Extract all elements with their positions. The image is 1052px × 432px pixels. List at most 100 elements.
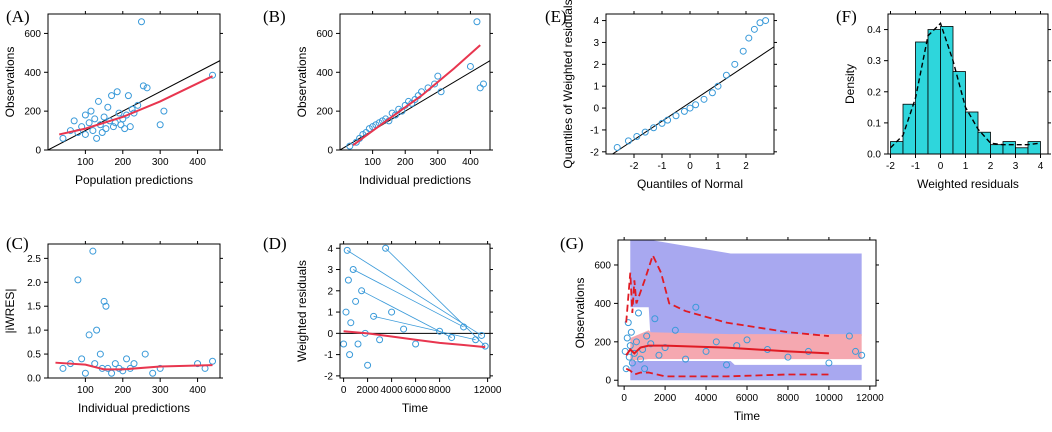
- data-point: [625, 353, 633, 361]
- panel-label: (F): [836, 7, 857, 26]
- data-point: [672, 112, 680, 120]
- data-point: [209, 71, 217, 79]
- x-tick-label: 100: [77, 385, 94, 396]
- data-point: [643, 332, 651, 340]
- data-point: [123, 355, 131, 363]
- x-tick-label: 3: [1013, 161, 1019, 172]
- data-point: [121, 125, 129, 133]
- data-point: [340, 340, 348, 348]
- data-point: [472, 336, 480, 344]
- data-point: [745, 34, 753, 42]
- x-tick-label: -1: [658, 161, 667, 172]
- data-point: [134, 101, 142, 109]
- x-tick-label: 100: [77, 157, 94, 168]
- panel-g: 0 2000 4000 6000 8000 10000 12000 0 200 400 600 Tim…: [560, 234, 884, 423]
- data-point: [376, 336, 384, 344]
- x-tick-label: 8000: [428, 385, 451, 396]
- percentile-line-50th: [625, 344, 829, 356]
- x-tick-label: 6000: [736, 393, 759, 404]
- data-point: [149, 369, 157, 377]
- x-tick-label: 12000: [856, 393, 884, 404]
- histogram-bar: [990, 144, 1004, 154]
- data-point: [94, 97, 102, 105]
- data-point: [85, 331, 93, 339]
- data-point: [434, 72, 442, 80]
- x-tick-label: 0: [938, 161, 944, 172]
- y-axis-title: Weighted residuals: [295, 260, 309, 362]
- reference-line-qq-line: [611, 46, 774, 154]
- data-point: [130, 360, 138, 368]
- data-point: [750, 25, 758, 33]
- data-point: [89, 247, 97, 255]
- data-point: [686, 104, 694, 112]
- data-point: [382, 244, 390, 252]
- histogram-bar: [1027, 141, 1041, 154]
- y-tick-label: 4: [327, 244, 333, 255]
- y-tick-label: 600: [316, 29, 333, 40]
- x-tick-label: 0: [621, 393, 627, 404]
- data-point: [628, 359, 636, 367]
- data-point: [466, 62, 474, 70]
- y-tick-label: -2: [324, 371, 333, 382]
- data-point: [346, 351, 354, 359]
- data-point: [93, 326, 101, 334]
- data-point: [117, 121, 125, 129]
- y-tick-label: 1: [327, 308, 333, 319]
- data-point: [634, 309, 642, 317]
- y-tick-label: -1: [324, 350, 333, 361]
- y-tick-label: 400: [594, 299, 611, 310]
- panel-e: -2 -1 0 1 2 -2 -1 0 1 2 3 4 Quantiles of Normal Quant…: [545, 0, 777, 191]
- data-point: [460, 323, 468, 331]
- data-point: [712, 338, 720, 346]
- x-tick-label: 400: [189, 157, 206, 168]
- plot-frame: [47, 243, 221, 379]
- panel-label: (D): [263, 234, 287, 253]
- y-tick-label: 0.4: [867, 25, 881, 36]
- data-point: [102, 302, 110, 310]
- reference-line-identity: [48, 60, 220, 150]
- data-point: [722, 71, 730, 79]
- y-tick-label: -1: [590, 125, 599, 136]
- x-tick-label: 300: [429, 157, 446, 168]
- data-point: [344, 276, 352, 284]
- data-point: [160, 107, 168, 115]
- x-tick-label: 300: [152, 157, 169, 168]
- data-point: [682, 355, 690, 363]
- data-point: [627, 328, 635, 336]
- panel-f: -2 -1 0 1 2 3 4 0.0 0.1 0.2 0.3 0.4 Weighted residua…: [836, 7, 1051, 191]
- data-point: [448, 334, 456, 342]
- data-point: [59, 134, 67, 142]
- data-point: [671, 326, 679, 334]
- x-axis-title: Time: [734, 409, 761, 423]
- percentile-line-95th: [625, 252, 829, 337]
- y-axis-title: Observations: [573, 278, 587, 349]
- data-point: [658, 119, 666, 127]
- y-tick-label: 0: [327, 329, 333, 340]
- subject-segment: [385, 247, 486, 347]
- panel-a: 100 200 300 400 0 200 400 600 Population predict…: [3, 7, 223, 187]
- y-tick-label: 400: [24, 68, 41, 79]
- data-point: [845, 332, 853, 340]
- y-tick-label: 1.0: [27, 326, 41, 337]
- x-tick-label: 4000: [695, 393, 718, 404]
- subject-segment: [353, 269, 464, 328]
- data-point: [641, 365, 649, 373]
- data-point: [613, 143, 621, 151]
- x-axis-title: Weighted residuals: [917, 177, 1019, 191]
- y-tick-label: 1.5: [27, 302, 41, 313]
- data-point: [109, 123, 117, 131]
- data-point: [354, 340, 362, 348]
- y-tick-label: 0: [327, 146, 333, 157]
- y-tick-label: 2: [593, 60, 599, 71]
- data-point: [623, 334, 631, 342]
- data-point: [358, 287, 366, 295]
- data-point: [156, 121, 164, 129]
- trend-line: [55, 361, 213, 371]
- histogram-bar: [1015, 147, 1029, 154]
- x-tick-label: -1: [911, 161, 920, 172]
- data-point: [91, 115, 99, 123]
- plot-frame: [47, 13, 221, 151]
- x-axis-title: Population predictions: [75, 173, 193, 187]
- x-axis-title: Individual predictions: [359, 173, 471, 187]
